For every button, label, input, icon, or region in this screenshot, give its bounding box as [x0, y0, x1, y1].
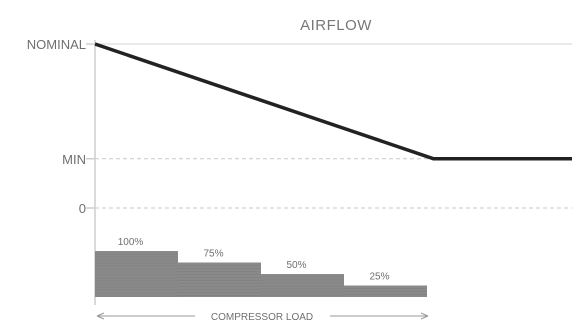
y-tick-label-min: MIN — [62, 152, 86, 167]
x-axis-label: COMPRESSOR LOAD — [211, 312, 313, 323]
arrow-right-head — [420, 312, 429, 320]
y-axis-labels: NOMINAL MIN 0 — [27, 37, 94, 216]
airflow-series — [94, 42, 572, 161]
compressor-step-bar-50 — [261, 274, 344, 297]
arrow-left-head — [96, 312, 105, 320]
compressor-step-label-50: 50% — [286, 260, 306, 271]
compressor-load-steps: 100% 75% 50% 25% — [95, 237, 427, 297]
compressor-step-bar-100 — [95, 251, 178, 297]
compressor-step-label-100: 100% — [118, 237, 144, 248]
airflow-line — [94, 42, 572, 161]
y-tick-label-nominal: NOMINAL — [27, 37, 86, 52]
compressor-step-bar-75 — [178, 262, 261, 297]
gridlines — [95, 158, 572, 209]
compressor-step-label-25: 25% — [369, 272, 389, 283]
x-axis-arrow: COMPRESSOR LOAD — [96, 312, 429, 323]
y-tick-label-0: 0 — [79, 201, 86, 216]
compressor-step-label-75: 75% — [203, 249, 223, 260]
chart-title: AIRFLOW — [300, 17, 372, 34]
